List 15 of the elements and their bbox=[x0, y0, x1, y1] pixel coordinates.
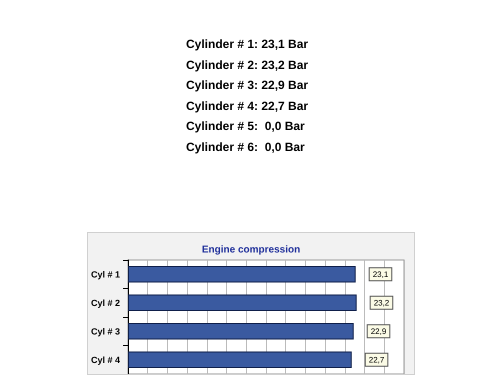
text: Cylinder # 1: 23,1 Bar bbox=[186, 36, 308, 53]
text: Cylinder # 4: 22,7 Bar bbox=[186, 98, 308, 115]
y-tick-label: Cyl # 3 bbox=[90, 326, 120, 336]
text: Cylinder # 3: 22,9 Bar bbox=[186, 77, 308, 94]
y-tick-label: Cyl # 2 bbox=[90, 298, 120, 308]
y-tick-label: Cyl # 4 bbox=[90, 354, 120, 365]
data-label: 22,9 bbox=[370, 326, 387, 336]
y-tick-label: Cyl # 1 bbox=[90, 269, 120, 280]
text: Cylinder # 2: 23,2 Bar bbox=[186, 56, 308, 74]
text: Cylinder # 5: 0,0 Bar bbox=[186, 118, 306, 136]
data-label: 23,1 bbox=[372, 270, 389, 279]
text: Cylinder # 6: 0,0 Bar bbox=[186, 138, 306, 156]
data-label: 22,7 bbox=[368, 355, 385, 364]
data-label: 23,2 bbox=[374, 298, 390, 308]
chart-title: Engine compression bbox=[202, 244, 300, 256]
